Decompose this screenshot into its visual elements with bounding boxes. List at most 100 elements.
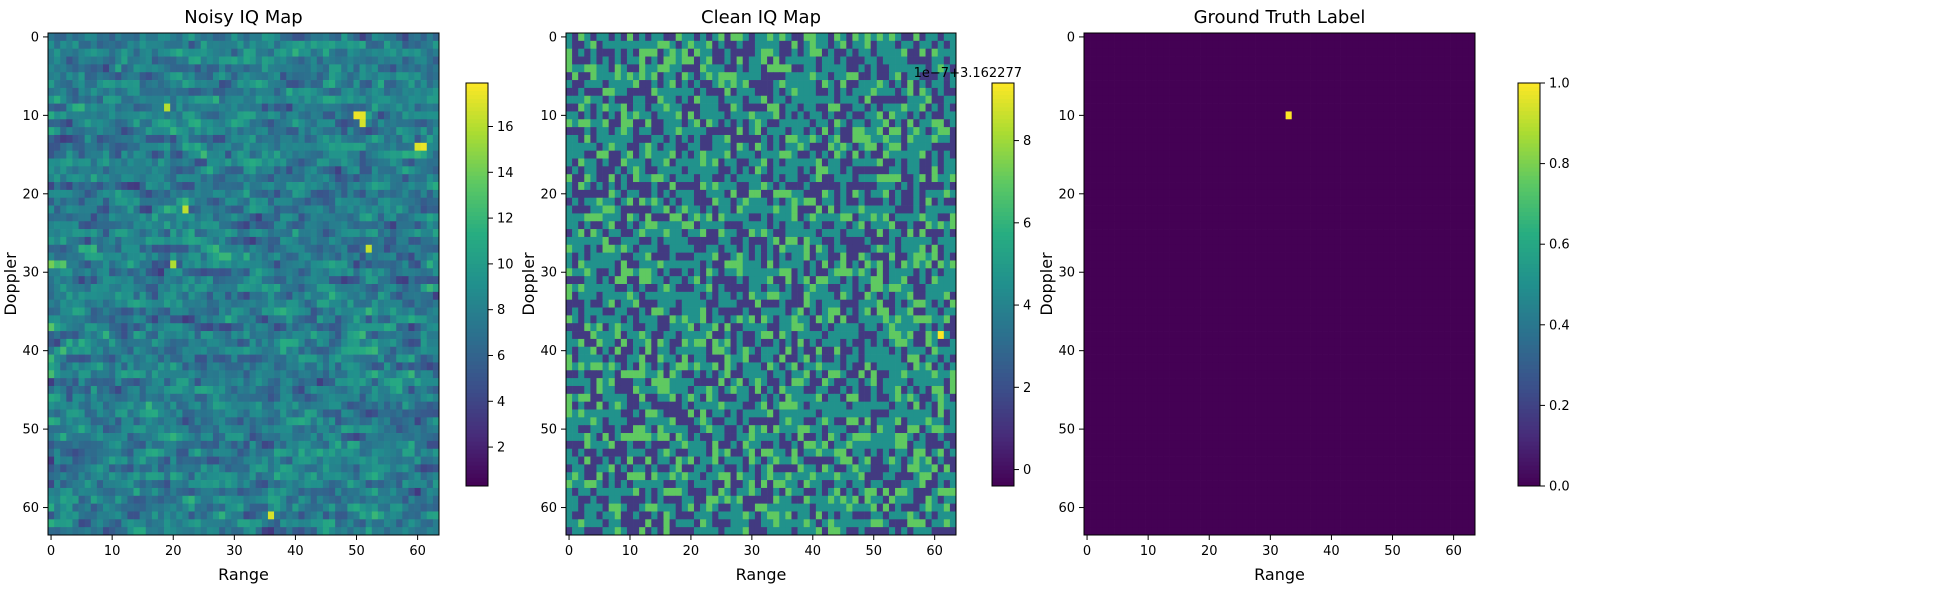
heatmap-cell <box>170 354 177 363</box>
heatmap-cell <box>96 480 104 489</box>
heatmap-cell <box>280 409 287 418</box>
heatmap-cell <box>335 213 342 222</box>
heatmap-cell <box>353 95 360 104</box>
heatmap-cell <box>237 291 244 301</box>
heatmap-cell <box>102 229 110 238</box>
heatmap-cell <box>139 409 147 418</box>
heatmap-cell <box>304 385 312 395</box>
heatmap-cell <box>779 56 786 65</box>
heatmap-cell <box>54 229 61 238</box>
heatmap-cell <box>48 182 55 191</box>
heatmap-cell <box>90 495 98 504</box>
heatmap-cell <box>736 103 744 112</box>
heatmap-cell <box>267 433 275 442</box>
heatmap-cell <box>249 80 257 89</box>
heatmap-cell <box>157 284 165 293</box>
heatmap-cell <box>316 503 324 512</box>
heatmap-cell <box>231 103 238 112</box>
heatmap-cell <box>384 64 391 73</box>
heatmap-cell <box>274 527 281 536</box>
heatmap-cell <box>96 464 104 473</box>
heatmap-cell <box>139 393 147 402</box>
heatmap-cell <box>353 284 360 293</box>
heatmap-cell <box>157 362 165 371</box>
heatmap-cell <box>736 40 744 50</box>
heatmap-cell <box>420 354 428 363</box>
heatmap-cell <box>426 150 434 159</box>
heatmap-cell <box>60 268 67 277</box>
heatmap-cell <box>72 33 79 42</box>
heatmap-cell <box>292 158 299 167</box>
heatmap-cell <box>371 268 379 277</box>
heatmap-cell <box>261 229 269 238</box>
heatmap-cell <box>84 385 92 395</box>
heatmap-cell <box>329 284 336 293</box>
heatmap-cell <box>267 480 275 489</box>
heatmap-cell <box>109 229 116 238</box>
heatmap-cell <box>657 40 664 50</box>
heatmap-cell <box>249 291 257 301</box>
heatmap-cell <box>901 80 908 89</box>
heatmap-cell <box>157 166 165 175</box>
heatmap-cell <box>396 64 403 73</box>
heatmap-cell <box>426 103 434 112</box>
heatmap-cell <box>194 103 202 112</box>
heatmap-cell <box>335 197 342 206</box>
heatmap-cell <box>384 80 391 89</box>
heatmap-cell <box>206 425 214 434</box>
heatmap-cell <box>724 64 731 73</box>
heatmap-cell <box>414 260 422 269</box>
heatmap-cell <box>846 80 853 89</box>
heatmap-cell <box>426 503 434 512</box>
heatmap-cell <box>206 527 214 536</box>
heatmap-cell <box>578 95 585 104</box>
heatmap-cell <box>261 119 269 128</box>
heatmap-cell <box>329 464 336 473</box>
heatmap-cell <box>102 197 110 206</box>
heatmap-cell <box>78 158 86 167</box>
heatmap-cell <box>341 401 348 410</box>
heatmap-cell <box>292 354 299 363</box>
heatmap-cell <box>237 511 244 520</box>
heatmap-cell <box>188 197 195 206</box>
heatmap-cell <box>127 166 134 175</box>
heatmap-cell <box>72 472 79 481</box>
heatmap-cell <box>298 409 305 418</box>
heatmap-cell <box>84 519 92 528</box>
heatmap-cell <box>335 331 342 340</box>
heatmap-cell <box>66 519 73 528</box>
heatmap-cell <box>310 503 318 512</box>
heatmap-cell <box>66 511 73 520</box>
heatmap-cell <box>322 95 330 104</box>
heatmap-cell <box>426 213 434 222</box>
heatmap-cell <box>414 197 422 206</box>
heatmap-cell <box>365 189 373 199</box>
heatmap-cell <box>121 182 128 191</box>
heatmap-cell <box>225 291 232 301</box>
heatmap-cell <box>212 291 220 301</box>
heatmap-cell <box>718 119 725 128</box>
heatmap-cell <box>408 56 415 65</box>
heatmap-cell <box>371 511 379 520</box>
heatmap-cell <box>255 40 263 50</box>
heatmap-cell <box>212 433 220 442</box>
heatmap-cell <box>614 111 622 120</box>
heatmap-cell <box>335 354 342 363</box>
heatmap-cell <box>584 33 591 42</box>
heatmap-cell <box>335 80 342 89</box>
heatmap-cell <box>298 425 305 434</box>
heatmap-cell <box>657 48 664 57</box>
heatmap-cell <box>90 268 98 277</box>
heatmap-cell <box>815 80 823 89</box>
heatmap-cell <box>280 182 287 191</box>
heatmap-cell <box>347 331 354 340</box>
heatmap-cell <box>200 370 208 379</box>
heatmap-cell <box>194 252 202 261</box>
heatmap-cell <box>219 72 226 81</box>
heatmap-cell <box>322 503 330 512</box>
heatmap-cell <box>359 213 367 222</box>
heatmap-cell <box>48 401 55 410</box>
heatmap-cell <box>420 440 428 450</box>
colorbar-segment <box>466 248 488 253</box>
heatmap-cell <box>54 409 61 418</box>
